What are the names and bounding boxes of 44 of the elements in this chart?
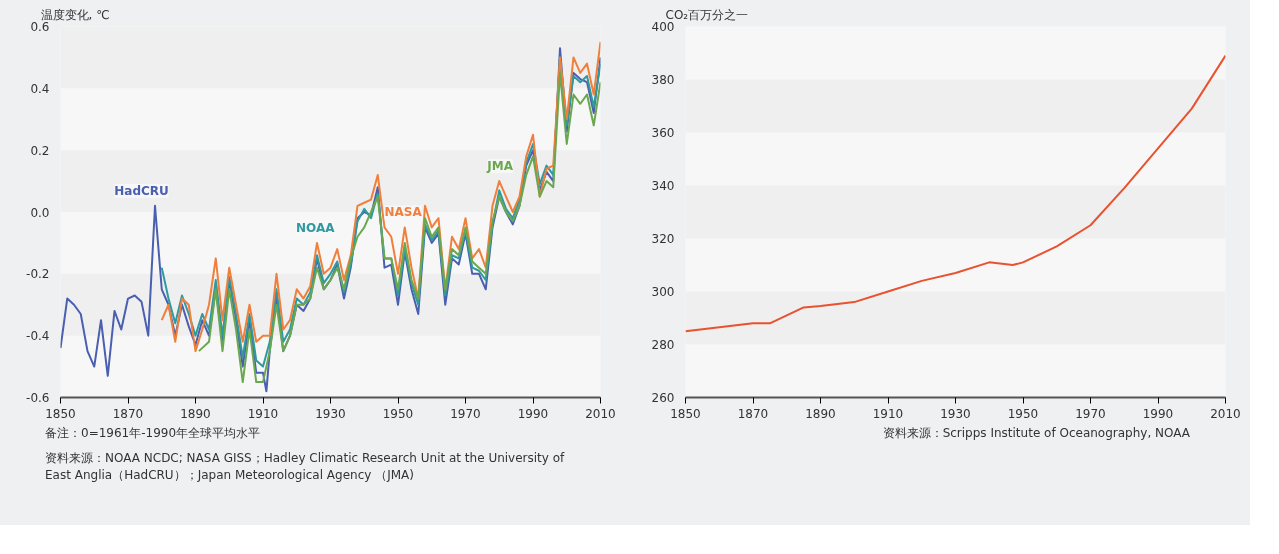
x-tick-label: 1950 bbox=[1007, 406, 1039, 421]
x-tick-label: 1910 bbox=[247, 406, 279, 421]
y-tick-label: 380 bbox=[651, 73, 675, 87]
y-tick-label: -0.2 bbox=[26, 267, 50, 282]
y-tick-label: -0.6 bbox=[26, 391, 50, 405]
y-tick-label: 300 bbox=[651, 285, 675, 299]
text: 备注：0=1961年-1990年全球平均水平 bbox=[45, 425, 262, 442]
x-tick-label: 1870 bbox=[737, 406, 769, 421]
x-tick-label: 1930 bbox=[315, 406, 346, 421]
y-tick-label: 0.2 bbox=[30, 143, 50, 158]
y-tick-label: 360 bbox=[651, 126, 675, 140]
y-tick-label: 400 bbox=[651, 20, 675, 34]
series-label: HadCRU bbox=[114, 183, 169, 198]
x-tick-label: 1890 bbox=[805, 406, 836, 421]
y-tick-label: 260 bbox=[651, 391, 675, 405]
x-tick-label: 1970 bbox=[450, 406, 481, 421]
text: 资料来源：Scripps Institute of Oceanography, NOAA bbox=[882, 425, 1190, 442]
x-tick-label: 2010 bbox=[1210, 406, 1241, 421]
series-label: NOAA bbox=[296, 220, 336, 235]
series-label: NASA bbox=[384, 205, 423, 220]
series-label: JMA bbox=[486, 159, 514, 174]
line-series bbox=[685, 54, 1226, 333]
x-tick-label: 1990 bbox=[517, 406, 549, 421]
x-tick-label: 1930 bbox=[940, 406, 971, 421]
line-series bbox=[197, 71, 601, 384]
x-tick-label: 1850 bbox=[670, 406, 701, 421]
x-tick-label: 1870 bbox=[112, 406, 144, 421]
x-tick-label: 2010 bbox=[585, 406, 616, 421]
y-tick-label: 280 bbox=[651, 338, 675, 352]
y-tick-label: 340 bbox=[651, 179, 675, 193]
y-tick-label: 0.6 bbox=[30, 20, 50, 34]
x-tick-label: 1990 bbox=[1142, 406, 1174, 421]
y-tick-label: 0.4 bbox=[30, 81, 50, 96]
x-tick-label: 1890 bbox=[180, 406, 211, 421]
y-tick-label: 0.0 bbox=[30, 205, 50, 220]
x-tick-label: 1950 bbox=[382, 406, 414, 421]
y-tick-label: 320 bbox=[651, 232, 675, 246]
y-axis-title: 温度变化, ℃ bbox=[40, 7, 110, 22]
x-tick-label: 1970 bbox=[1075, 406, 1106, 421]
x-tick-label: 1850 bbox=[45, 406, 76, 421]
y-axis-title: CO₂百万分之一 bbox=[665, 7, 749, 22]
x-tick-label: 1910 bbox=[872, 406, 904, 421]
text: 资料来源：NOAA NCDC; NASA GISS；Hadley Climatic Research Unit at the University of East Anglia（HadCRU）；Japan Meteorological Agency （JMA) bbox=[45, 450, 565, 485]
y-tick-label: -0.4 bbox=[26, 329, 50, 344]
